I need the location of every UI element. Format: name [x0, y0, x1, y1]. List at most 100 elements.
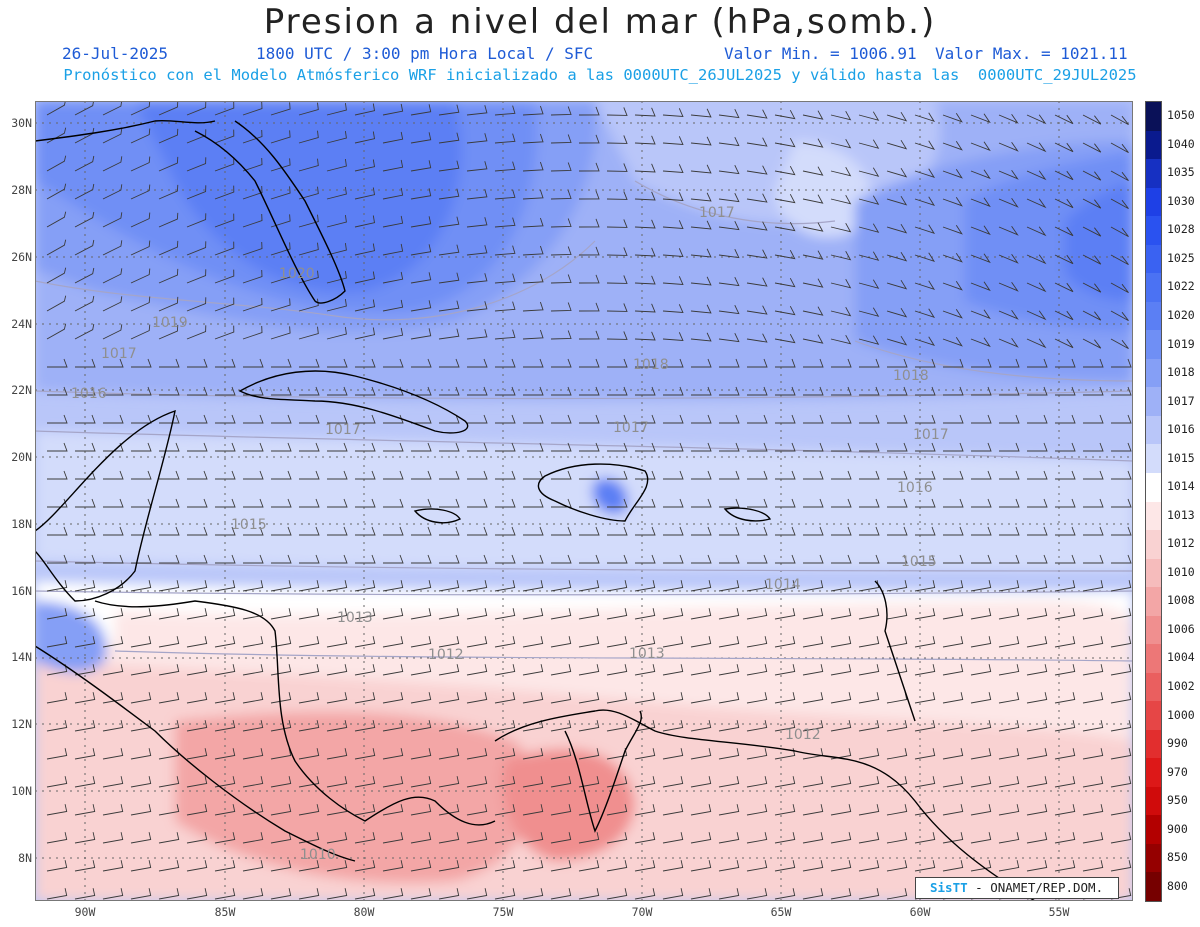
isobar-label: 1014: [765, 577, 801, 593]
wind-barb: [74, 664, 96, 676]
wind-barb: [186, 804, 208, 816]
wind-barb: [1110, 636, 1132, 648]
wind-barb: [858, 776, 880, 788]
wind-barb: [270, 242, 291, 256]
wind-barb: [1083, 498, 1104, 508]
wind-barb: [606, 888, 628, 900]
wind-barb: [327, 526, 348, 536]
wind-barb: [271, 358, 292, 368]
legend-level-label: 1022: [1167, 279, 1195, 294]
wind-barb: [662, 304, 684, 314]
wind-barb: [718, 165, 740, 175]
wind-barb: [802, 138, 824, 148]
wind-barb: [186, 157, 207, 172]
wind-barb: [494, 720, 516, 732]
wind-barb: [130, 832, 152, 844]
wind-barb: [774, 580, 796, 592]
wind-barb: [271, 414, 292, 424]
wind-barb: [270, 692, 292, 704]
wind-barb: [746, 333, 768, 343]
wind-barb: [1054, 692, 1076, 704]
wind-barb: [634, 303, 656, 313]
wind-barb: [494, 329, 516, 340]
wind-barb: [999, 526, 1020, 536]
wind-barb: [831, 470, 852, 480]
wind-barb: [298, 326, 319, 340]
wind-barb: [438, 832, 460, 844]
wind-barb: [830, 194, 852, 205]
wind-barb: [46, 720, 68, 732]
wind-barb: [802, 860, 824, 872]
wind-barb: [662, 192, 684, 202]
wind-barb: [747, 386, 768, 396]
wind-barb: [719, 526, 740, 536]
wind-barb: [522, 217, 544, 228]
wind-barb: [1111, 442, 1132, 452]
wind-barb: [858, 580, 880, 592]
wind-barb: [187, 386, 208, 396]
wind-barb: [859, 470, 880, 480]
wind-barb: [858, 720, 880, 732]
wind-barb: [970, 608, 992, 620]
wind-barb: [298, 776, 320, 788]
wind-barb: [550, 580, 572, 592]
legend-level-label: 1008: [1167, 593, 1195, 608]
legend-swatch: [1146, 729, 1161, 759]
wind-barb: [998, 309, 1019, 320]
wind-barb: [606, 580, 628, 592]
wind-barb: [551, 414, 572, 424]
wind-barb: [270, 720, 292, 732]
wind-barb: [831, 554, 852, 564]
wind-barb: [242, 636, 264, 648]
wind-barb: [410, 244, 432, 256]
isobar-label: 1017: [613, 420, 649, 436]
wind-barb: [74, 888, 96, 900]
wind-barb: [494, 888, 516, 900]
wind-barb: [1054, 282, 1074, 293]
wind-barb: [1110, 776, 1132, 788]
wind-barb: [606, 191, 628, 200]
wind-barb: [214, 720, 236, 732]
legend-level-label: 1030: [1167, 193, 1195, 208]
wind-barb: [550, 190, 572, 200]
wind-barb: [691, 526, 712, 536]
wind-barb: [1082, 608, 1104, 620]
wind-barb: [327, 442, 348, 452]
wind-barb: [46, 748, 68, 760]
wind-barb: [662, 332, 684, 342]
forecast-date: 26-Jul-2025: [62, 44, 168, 63]
wind-barb: [662, 860, 684, 872]
wind-barb: [550, 720, 572, 732]
wind-barb: [943, 386, 964, 396]
wind-barb: [774, 249, 796, 260]
wind-barb: [242, 129, 263, 144]
wind-barb: [970, 309, 991, 320]
wind-barb: [158, 804, 180, 816]
wind-barb: [690, 108, 712, 118]
wind-barb: [858, 804, 880, 816]
wind-barb: [354, 664, 376, 676]
wind-barb: [186, 325, 207, 340]
wind-barb: [802, 888, 824, 900]
wind-barb: [74, 776, 96, 788]
wind-barb: [998, 860, 1020, 872]
wind-barb: [551, 526, 572, 536]
wind-barb: [1026, 804, 1048, 816]
wind-barb: [438, 272, 460, 284]
wind-barb: [914, 860, 936, 872]
wind-barb: [131, 386, 152, 396]
wind-barb: [382, 664, 404, 676]
wind-barb: [382, 187, 404, 200]
wind-barb: [578, 664, 600, 676]
wind-barb: [691, 386, 712, 396]
wind-barb: [187, 498, 208, 508]
wind-barb: [46, 127, 67, 144]
wind-barb: [522, 105, 544, 116]
wind-barb: [46, 804, 68, 816]
wind-barb: [522, 692, 544, 704]
wind-barb: [970, 113, 991, 124]
wind-barb: [299, 414, 320, 424]
wind-barb: [75, 470, 96, 480]
wind-barb: [775, 442, 796, 452]
wind-barb: [270, 748, 292, 760]
